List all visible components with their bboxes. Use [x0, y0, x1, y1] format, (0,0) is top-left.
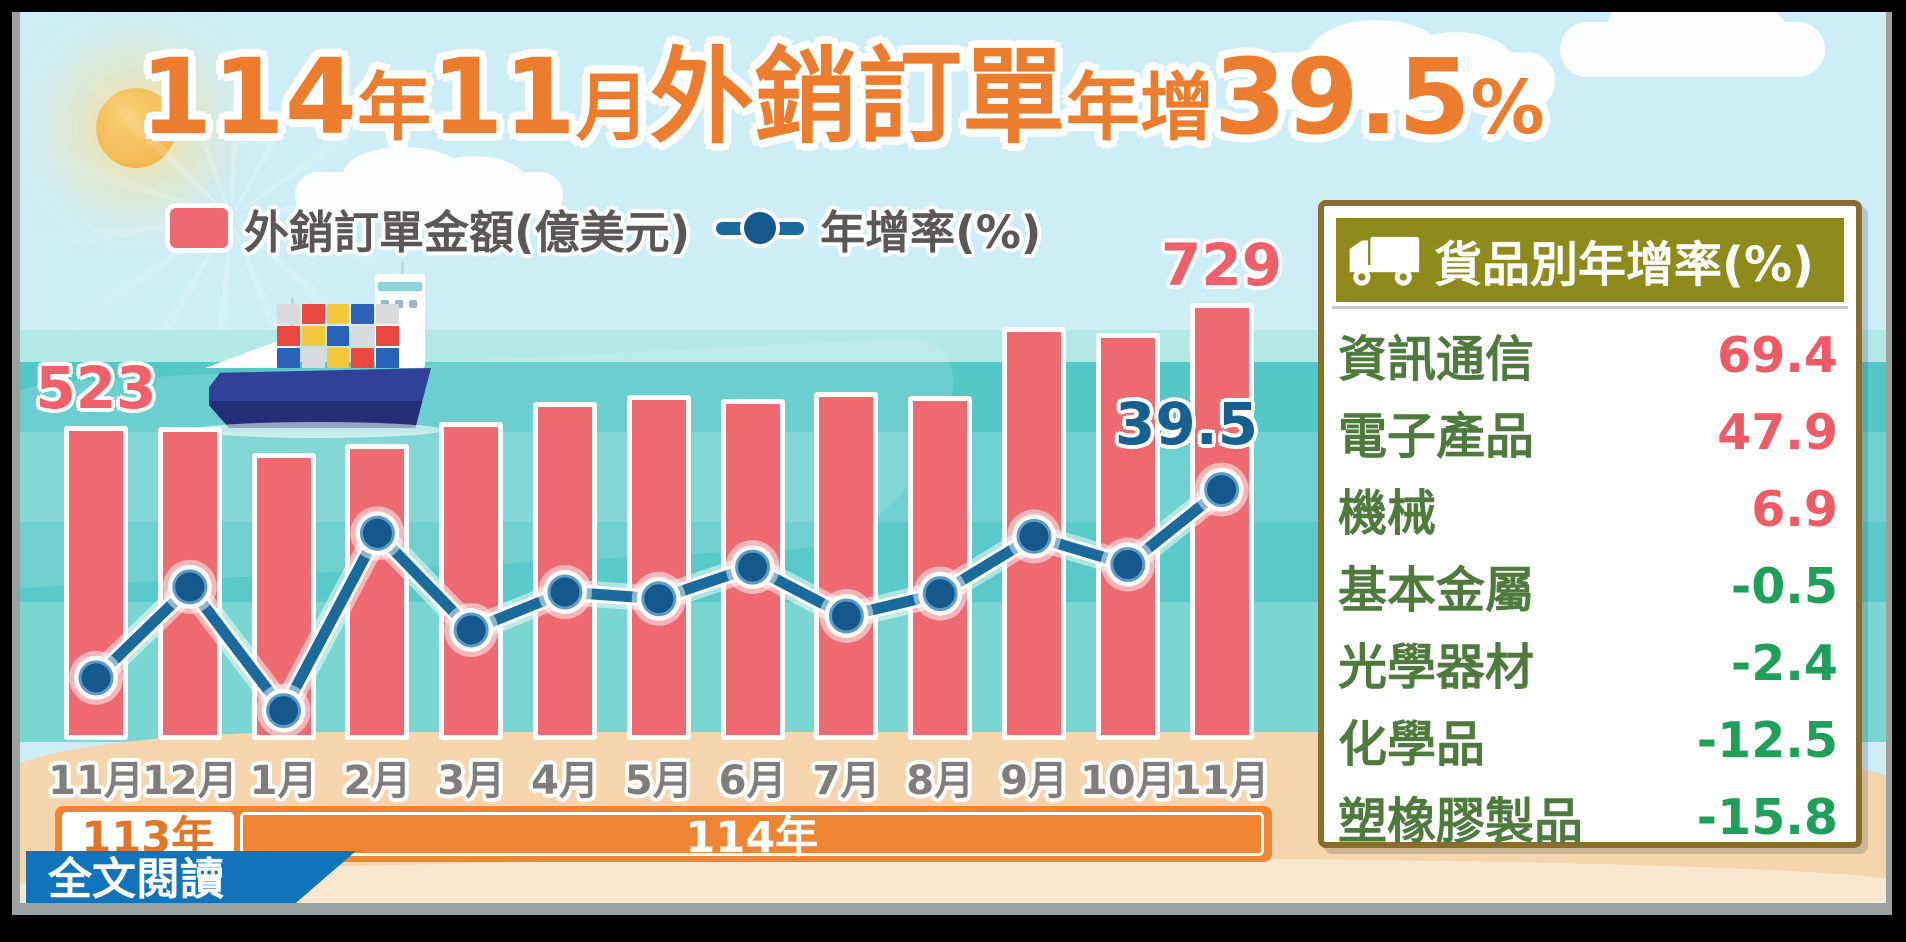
bar	[814, 392, 879, 740]
x-axis-label: 9月	[1000, 758, 1068, 804]
x-axis-label: 3月	[437, 758, 506, 804]
container-box	[326, 348, 350, 368]
category-label: 光學器材	[1338, 639, 1535, 696]
container-box	[351, 348, 375, 368]
x-axis-label: 12月	[141, 758, 238, 804]
category-row: 化學品 -12.5	[1338, 702, 1838, 779]
line-point-icon	[740, 208, 781, 248]
category-value: -15.8	[1696, 789, 1838, 846]
bar	[64, 426, 128, 740]
x-axis-label: 11月	[1173, 758, 1270, 804]
x-axis-label: 11月	[48, 758, 144, 804]
container-box	[351, 326, 375, 346]
x-axis-label: 6月	[718, 758, 787, 804]
cloud-icon	[1560, 0, 1825, 77]
category-value: 6.9	[1751, 481, 1838, 538]
year-segment: 114年	[239, 812, 1264, 863]
line-value-label: 39.5	[1115, 389, 1259, 458]
container-box	[351, 304, 375, 324]
truck-icon	[1349, 236, 1420, 286]
line-swatch-icon	[716, 208, 805, 248]
container-box	[326, 304, 350, 324]
category-row: 塑橡膠製品 -15.8	[1338, 779, 1838, 856]
category-value: -2.4	[1730, 635, 1838, 692]
x-axis-label: 7月	[812, 758, 881, 804]
x-axis-label: 2月	[343, 758, 412, 804]
category-label: 塑橡膠製品	[1338, 793, 1584, 850]
container-box	[376, 348, 399, 368]
category-value: 69.4	[1717, 327, 1838, 384]
category-row: 機械 6.9	[1338, 471, 1838, 548]
x-axis-label: 10月	[1079, 758, 1176, 804]
category-label: 基本金屬	[1338, 562, 1535, 619]
category-row: 基本金屬 -0.5	[1338, 548, 1838, 625]
bottom-gray-strip	[0, 903, 1906, 916]
container-box	[376, 326, 399, 346]
category-label: 電子產品	[1338, 408, 1535, 465]
title-part: %	[1470, 65, 1545, 151]
bar-value-label: 729	[1161, 230, 1283, 299]
title-part: 年	[357, 65, 432, 151]
title-part: 39.5	[1213, 36, 1471, 158]
cloud-icon	[295, 146, 563, 218]
chart-legend: 外銷訂單金額(億美元) 年增率(%)	[170, 202, 1041, 259]
container-box	[301, 304, 325, 324]
ship-containers	[277, 304, 399, 368]
year-segment: 113年	[62, 812, 234, 863]
title-part: 年增	[1065, 65, 1214, 151]
legend-label: 外銷訂單金額(億美元)	[244, 205, 691, 259]
container-box	[277, 348, 300, 368]
bar	[626, 395, 691, 740]
bar	[157, 427, 222, 740]
bar	[533, 401, 597, 740]
legend-label: 年增率(%)	[820, 205, 1042, 259]
bar	[345, 443, 410, 740]
bar	[908, 395, 973, 740]
x-axis-label: 5月	[624, 758, 693, 804]
category-value: 47.9	[1717, 404, 1838, 461]
title-part: 外銷訂單	[649, 36, 1066, 158]
x-axis-label: 1月	[249, 758, 318, 804]
panel-rows: 資訊通信 69.4 電子產品 47.9 機械 6.9 基本金屬 -0.5 光學器材 -2.4 化學品…	[1324, 309, 1856, 856]
bar-value-label: 523	[35, 354, 157, 423]
title-part: 11	[431, 36, 576, 158]
category-row: 光學器材 -2.4	[1338, 625, 1838, 702]
read-full-article-button[interactable]: 全文閱讀	[26, 851, 356, 908]
cargo-ship-illustration	[193, 262, 443, 438]
category-label: 機械	[1338, 485, 1437, 542]
container-box	[277, 326, 300, 346]
category-value: -0.5	[1730, 558, 1838, 615]
ship-hull	[209, 368, 431, 428]
x-axis-label: 8月	[906, 758, 975, 804]
title-part: 114	[140, 36, 358, 158]
cloud-icon	[1255, 20, 1555, 110]
container-box	[376, 304, 399, 324]
x-axis-label: 4月	[531, 758, 599, 804]
panel-header: 貨品別年增率(%)	[1336, 218, 1844, 302]
container-box	[326, 326, 350, 346]
category-growth-panel: 貨品別年增率(%) 資訊通信 69.4 電子產品 47.9 機械 6.9 基本金屬 -0.5 光…	[1318, 200, 1862, 850]
bar	[1002, 327, 1066, 740]
category-row: 電子產品 47.9	[1338, 394, 1838, 471]
bar	[439, 422, 504, 740]
bar	[251, 453, 316, 740]
category-label: 化學品	[1338, 716, 1486, 773]
title-part: 月	[575, 65, 650, 151]
bar-swatch-icon	[170, 208, 228, 248]
container-box	[277, 304, 300, 324]
container-box	[301, 348, 325, 368]
legend-item: 外銷訂單金額(億美元)	[170, 196, 690, 261]
category-value: -12.5	[1696, 712, 1838, 769]
bar	[720, 398, 785, 740]
panel-divider	[1332, 306, 1848, 309]
container-box	[301, 326, 325, 346]
category-row: 資訊通信 69.4	[1338, 317, 1838, 394]
bar	[1189, 302, 1254, 740]
page-title: 114年11月外銷訂單年增39.5%	[140, 36, 1545, 158]
panel-title: 貨品別年增率(%)	[1434, 237, 1814, 293]
category-label: 資訊通信	[1338, 331, 1535, 388]
ship-wake	[193, 422, 443, 438]
legend-item: 年增率(%)	[716, 196, 1041, 261]
